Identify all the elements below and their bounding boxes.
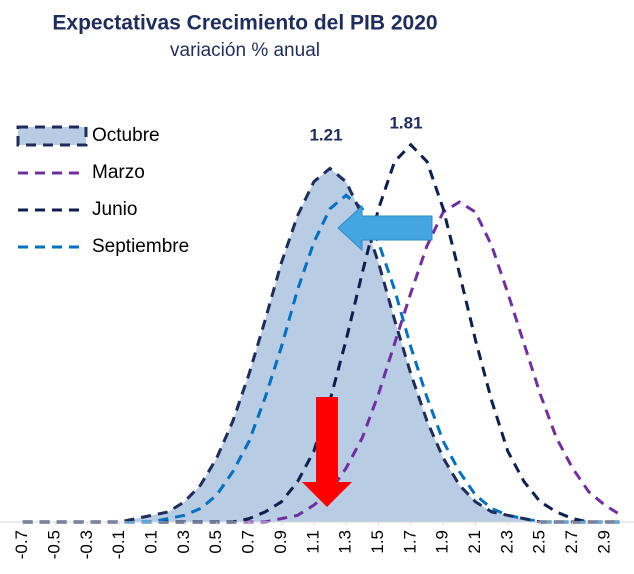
area <box>22 168 622 522</box>
x-tick-label: 0.5 <box>206 530 225 554</box>
line <box>22 166 622 524</box>
x-tick-label: 2.9 <box>594 530 613 554</box>
legend-label: Octubre <box>92 125 160 146</box>
x-tick-label: 2.3 <box>497 530 516 554</box>
x-tick-label: -0.3 <box>77 530 96 559</box>
x-tick-label: 1.3 <box>336 530 355 554</box>
x-tick-label: 0.3 <box>174 530 193 554</box>
arrow-left <box>337 204 433 252</box>
legend: Octubre Marzo Junio Septiembre <box>16 125 189 257</box>
x-tick-label: -0.5 <box>44 530 63 559</box>
annotation: 1.81 <box>389 113 422 132</box>
x-tick-label: -0.7 <box>12 530 31 559</box>
legend-label: Junio <box>92 199 137 220</box>
x-tick-label: 2.7 <box>562 530 581 554</box>
legend-label: Marzo <box>92 162 145 183</box>
x-tick-label: 0.9 <box>271 530 290 554</box>
legend-swatch <box>16 125 88 147</box>
x-tick-label: 1.1 <box>303 530 322 554</box>
x-tick-label: 0.7 <box>239 530 258 554</box>
plot: -0.7 -0.5 -0.3 -0.1 0.1 0.3 0.5 0.7 0.9 1.1 1.3 1.5… <box>0 142 634 559</box>
x-tick-label: 2.5 <box>530 530 549 554</box>
x-tick-label: 1.7 <box>400 530 419 554</box>
chart-title: Expectativas Crecimiento del PIB 2020 <box>52 12 437 35</box>
line <box>22 200 622 524</box>
x-tick-label: 2.1 <box>465 530 484 554</box>
x-tick-label: 0.1 <box>141 530 160 554</box>
x-tick-label: 1.5 <box>368 530 387 554</box>
annotation: 1.21 <box>309 125 342 144</box>
x-tick-label: -0.1 <box>109 530 128 559</box>
x-tick-label: 1.9 <box>433 530 452 554</box>
legend-label: Septiembre <box>92 236 189 257</box>
arrow-down <box>302 397 352 507</box>
chart-subtitle: variación % anual <box>170 40 320 61</box>
